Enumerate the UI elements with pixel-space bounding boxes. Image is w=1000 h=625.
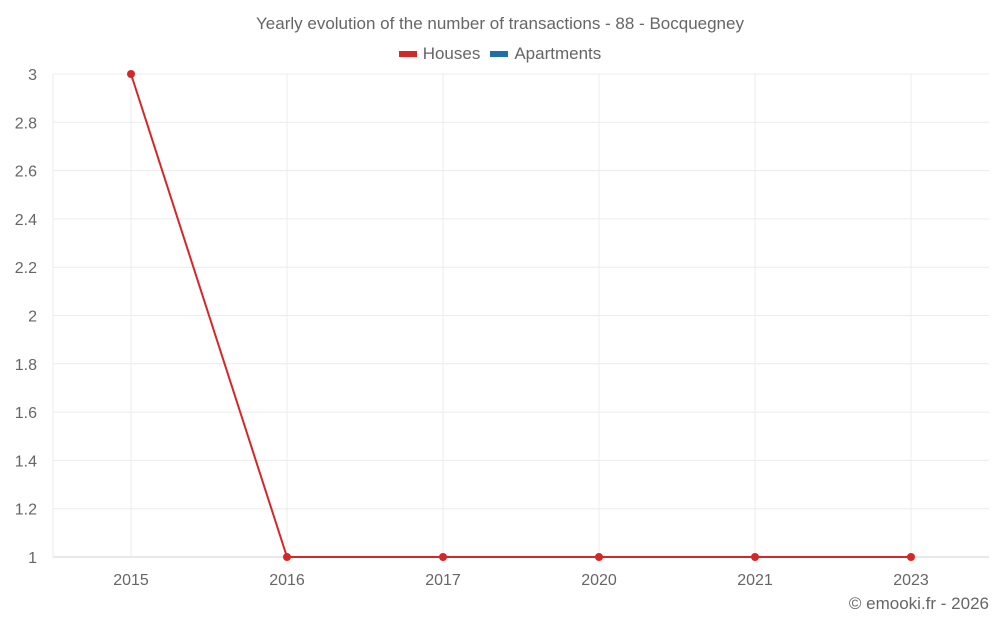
x-tick-label: 2023: [893, 572, 929, 589]
y-tick-label: 1.8: [15, 357, 37, 374]
apartments-swatch-icon: [490, 51, 509, 57]
data-point[interactable]: [595, 553, 603, 561]
chart-title: Yearly evolution of the number of transa…: [256, 14, 744, 33]
data-point[interactable]: [751, 553, 759, 561]
y-tick-label: 3: [28, 67, 37, 84]
y-tick-label: 1.2: [15, 502, 37, 519]
y-tick-label: 1: [28, 550, 37, 567]
y-tick-label: 2.2: [15, 260, 37, 277]
y-tick-label: 2.4: [15, 212, 37, 229]
legend-item-apartments[interactable]: Apartments: [490, 44, 601, 64]
series-line-houses: [130, 73, 911, 558]
y-tick-label: 1.6: [15, 405, 37, 422]
y-tick-label: 2.6: [15, 164, 37, 181]
x-tick-label: 2015: [113, 572, 149, 589]
y-tick-label: 1.4: [15, 453, 37, 470]
legend-label-houses: Houses: [422, 44, 481, 63]
x-tick-label: 2017: [425, 572, 461, 589]
houses-swatch-icon: [398, 51, 417, 57]
data-point[interactable]: [283, 553, 291, 561]
data-point[interactable]: [127, 70, 135, 78]
legend-item-houses[interactable]: Houses: [398, 44, 481, 64]
y-tick-label: 2: [28, 309, 37, 326]
legend-label-apartments: Apartments: [514, 44, 602, 63]
data-point[interactable]: [907, 553, 915, 561]
legend: Houses Apartments: [0, 44, 1000, 64]
data-point[interactable]: [439, 553, 447, 561]
credit-text: © emooki.fr - 2026: [848, 594, 989, 613]
x-tick-label: 2021: [737, 572, 773, 589]
x-tick-label: 2020: [581, 572, 617, 589]
y-tick-label: 2.8: [15, 115, 37, 132]
x-tick-label: 2016: [269, 572, 305, 589]
